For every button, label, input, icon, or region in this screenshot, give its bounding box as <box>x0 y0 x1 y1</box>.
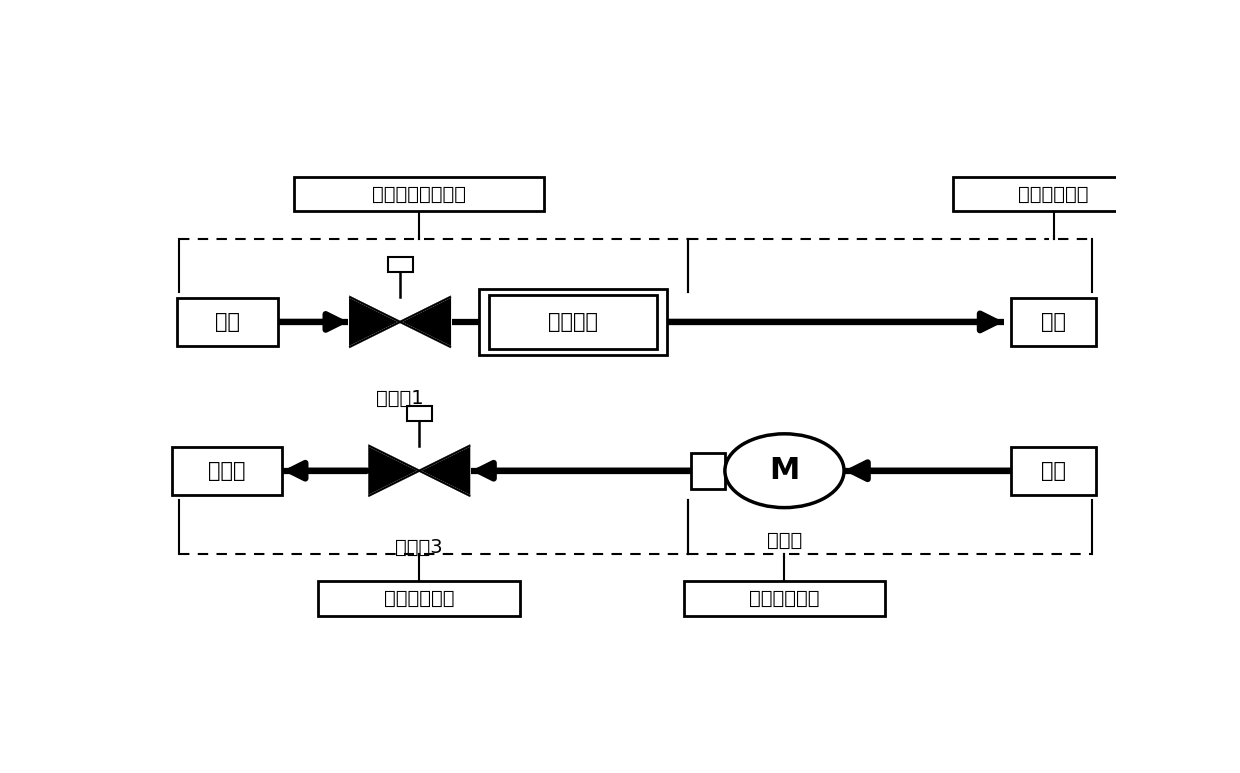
Bar <box>683 581 885 616</box>
Polygon shape <box>401 297 450 346</box>
Bar <box>388 257 413 272</box>
Bar <box>294 177 544 211</box>
Bar <box>407 406 432 421</box>
Polygon shape <box>370 446 419 495</box>
Text: 出堆: 出堆 <box>1042 461 1066 481</box>
Text: 电磁阀1: 电磁阀1 <box>376 389 424 407</box>
Polygon shape <box>350 297 401 346</box>
Bar <box>691 453 725 489</box>
Text: 气体尾排支路: 气体尾排支路 <box>384 589 455 608</box>
Text: 气体入堆支路: 气体入堆支路 <box>1018 185 1089 203</box>
Text: 去尾排: 去尾排 <box>208 461 246 481</box>
Bar <box>1012 447 1096 495</box>
Polygon shape <box>419 446 469 495</box>
Bar <box>480 288 667 356</box>
Text: 调压装置: 调压装置 <box>548 312 598 332</box>
Bar <box>319 581 521 616</box>
Text: M: M <box>769 456 800 485</box>
Bar <box>1012 298 1096 346</box>
Text: 氢气: 氢气 <box>215 312 239 332</box>
Text: 入堆: 入堆 <box>1042 312 1066 332</box>
Bar <box>952 177 1154 211</box>
Bar <box>489 295 657 349</box>
Text: 电磁阀3: 电磁阀3 <box>396 537 443 557</box>
Bar <box>172 447 283 495</box>
Circle shape <box>725 434 844 508</box>
Text: 循环泵: 循环泵 <box>766 531 802 550</box>
Text: 气体出堆支路: 气体出堆支路 <box>749 589 820 608</box>
Bar <box>176 298 278 346</box>
Text: 氢气入口调压支路: 氢气入口调压支路 <box>372 185 466 203</box>
